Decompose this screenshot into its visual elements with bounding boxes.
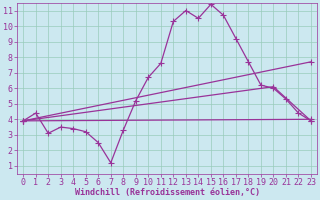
X-axis label: Windchill (Refroidissement éolien,°C): Windchill (Refroidissement éolien,°C) bbox=[75, 188, 260, 197]
